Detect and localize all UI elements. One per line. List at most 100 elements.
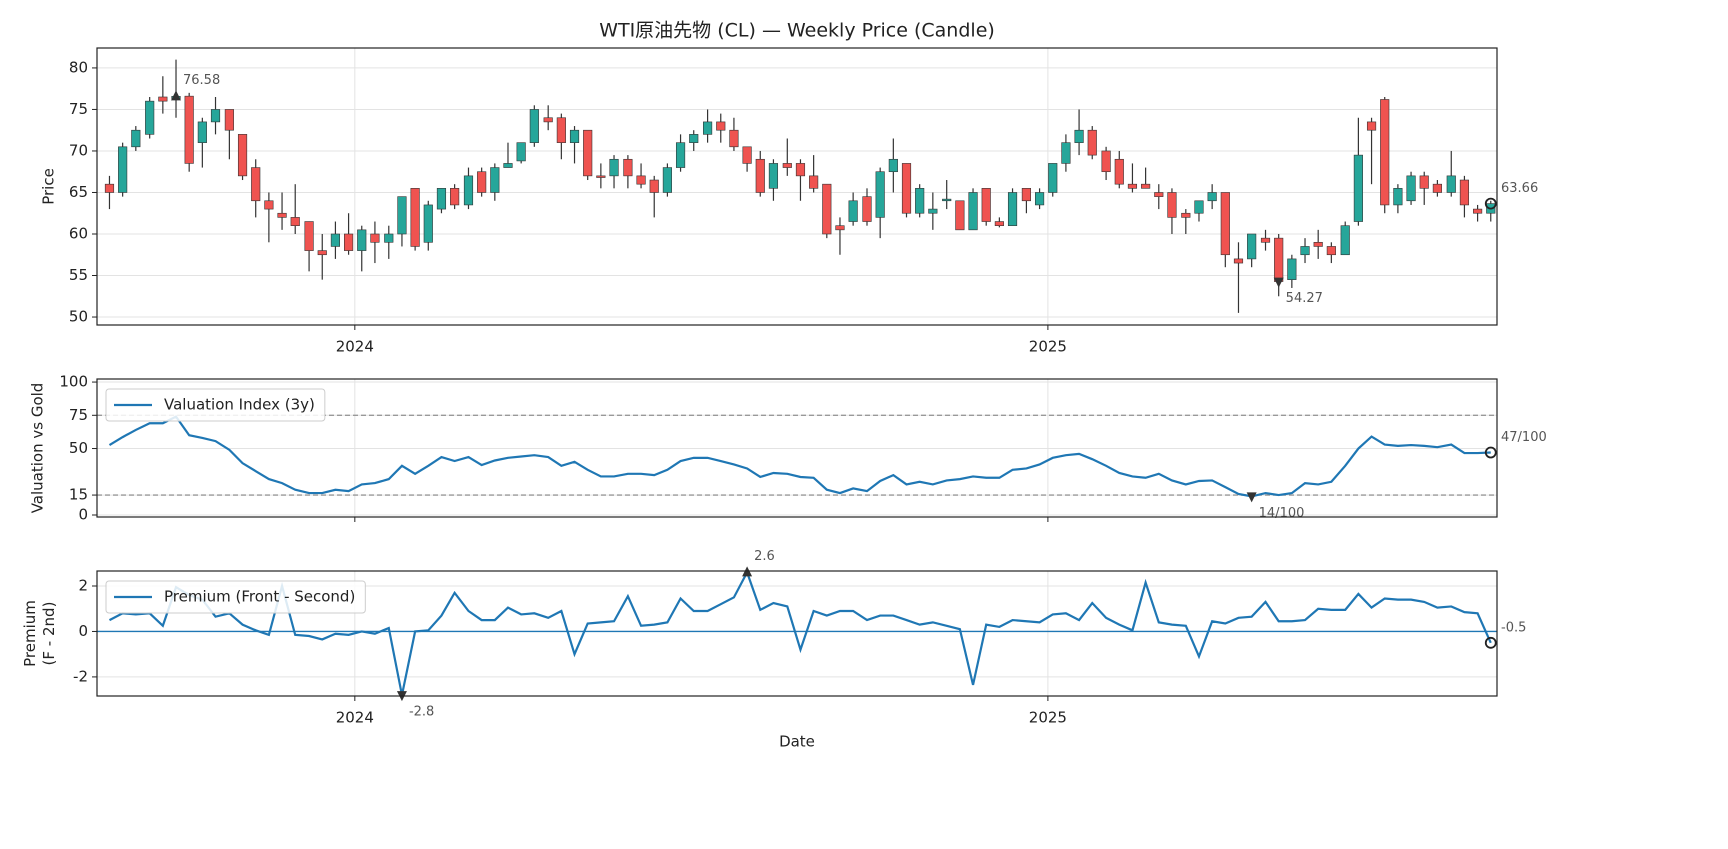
candle-body bbox=[1406, 175, 1416, 202]
candle-body bbox=[1220, 192, 1230, 256]
candle-body bbox=[184, 95, 194, 164]
candle-body bbox=[755, 158, 765, 193]
candle-body bbox=[1313, 241, 1323, 247]
candle-body bbox=[436, 188, 447, 210]
candle-body bbox=[463, 175, 474, 206]
y-tick-label: 2 bbox=[78, 577, 88, 595]
candle-body bbox=[1446, 175, 1456, 193]
legend-box bbox=[105, 580, 366, 614]
candle-body bbox=[689, 134, 699, 143]
candle-body bbox=[822, 183, 832, 235]
candle-body bbox=[1473, 208, 1483, 214]
candle-body bbox=[118, 146, 128, 193]
candle-body bbox=[1353, 154, 1363, 222]
candle-body bbox=[1167, 192, 1177, 218]
y-tick-label: 0 bbox=[78, 506, 88, 524]
candle-body bbox=[1034, 192, 1045, 206]
candle-body bbox=[330, 233, 340, 247]
candle-body bbox=[1247, 233, 1257, 260]
candle-body bbox=[875, 171, 885, 218]
candle-body bbox=[768, 163, 779, 189]
candle-body bbox=[583, 129, 593, 177]
candle-body bbox=[609, 158, 619, 177]
candle-body bbox=[795, 163, 806, 177]
candle-body bbox=[928, 208, 938, 214]
annotation-marker bbox=[1484, 197, 1497, 210]
plot-area bbox=[108, 415, 1491, 498]
candle-body bbox=[1274, 237, 1284, 282]
candle-body bbox=[1114, 158, 1124, 185]
x-tick-label: 2025 bbox=[1029, 338, 1067, 356]
y-tick-label: 50 bbox=[69, 439, 88, 457]
y-tick-label: 75 bbox=[69, 406, 88, 424]
candle-body bbox=[410, 188, 420, 247]
candle-body bbox=[290, 217, 300, 226]
candle-body bbox=[662, 167, 672, 193]
candle-body bbox=[1021, 188, 1031, 202]
candle-body bbox=[1101, 150, 1111, 173]
candle-body bbox=[1154, 192, 1164, 197]
candle-body bbox=[782, 163, 792, 168]
candle-body bbox=[264, 200, 274, 210]
annotation-marker bbox=[1484, 446, 1497, 459]
candle-body bbox=[344, 233, 354, 251]
candle-body bbox=[1380, 99, 1390, 206]
candle-body bbox=[1432, 183, 1442, 193]
plot-frame bbox=[96, 378, 1498, 518]
plot-area bbox=[108, 569, 1492, 696]
candle-body bbox=[543, 117, 553, 123]
chart-title: WTI原油先物 (CL) — Weekly Price (Candle) bbox=[599, 20, 995, 42]
plot-frame bbox=[96, 570, 1498, 697]
annotation-label: 63.66 bbox=[1501, 181, 1538, 196]
candle-body bbox=[397, 196, 407, 235]
y-tick-label: -2 bbox=[73, 667, 88, 685]
candle-body bbox=[915, 188, 925, 214]
candle-body bbox=[277, 212, 287, 218]
y-tick-label: 0 bbox=[78, 622, 88, 640]
candle-body bbox=[131, 129, 141, 148]
candle-body bbox=[1074, 129, 1084, 143]
y-tick-label: 80 bbox=[69, 58, 88, 76]
annotation-label: 14/100 bbox=[1259, 506, 1305, 521]
x-tick-label: 2024 bbox=[336, 709, 374, 727]
candle-body bbox=[835, 225, 845, 231]
legend: Premium (Front - Second) bbox=[105, 580, 366, 614]
x-axis-label: Date bbox=[779, 733, 815, 751]
legend-box bbox=[105, 388, 326, 422]
annotation-label: 47/100 bbox=[1501, 430, 1547, 445]
y-tick-label: 100 bbox=[59, 373, 88, 391]
candle-body bbox=[1207, 192, 1217, 202]
candle-body bbox=[1127, 183, 1138, 189]
candle-body bbox=[994, 221, 1004, 226]
candle-body bbox=[490, 167, 500, 193]
candle-body bbox=[649, 179, 659, 193]
y-tick-label: 15 bbox=[69, 486, 88, 504]
candle-body bbox=[569, 129, 580, 143]
annotation-marker bbox=[1484, 636, 1497, 649]
annotation-label: 2.6 bbox=[754, 549, 775, 564]
annotation-label: 54.27 bbox=[1286, 291, 1323, 306]
candle-body bbox=[145, 100, 155, 135]
candle-body bbox=[370, 233, 380, 243]
candle-body bbox=[623, 158, 633, 177]
candle-body bbox=[742, 146, 752, 164]
candle-body bbox=[450, 188, 460, 206]
candle-body bbox=[104, 183, 115, 193]
line-series bbox=[108, 415, 1491, 498]
candle-body bbox=[1459, 179, 1470, 206]
legend-label: Premium (Front - Second) bbox=[164, 588, 355, 606]
legend: Valuation Index (3y) bbox=[105, 388, 326, 422]
candle-body bbox=[1419, 175, 1429, 189]
x-tick-label: 2025 bbox=[1029, 709, 1067, 727]
candle-body bbox=[1393, 188, 1403, 206]
candle-body bbox=[384, 233, 394, 243]
candle-body bbox=[955, 200, 965, 231]
candle-body bbox=[1300, 246, 1310, 256]
candle-body bbox=[158, 96, 168, 102]
annotation-label: 76.58 bbox=[183, 73, 220, 88]
candle-body bbox=[197, 121, 207, 143]
candle-body bbox=[968, 192, 978, 231]
y-tick-label: 70 bbox=[69, 141, 88, 159]
